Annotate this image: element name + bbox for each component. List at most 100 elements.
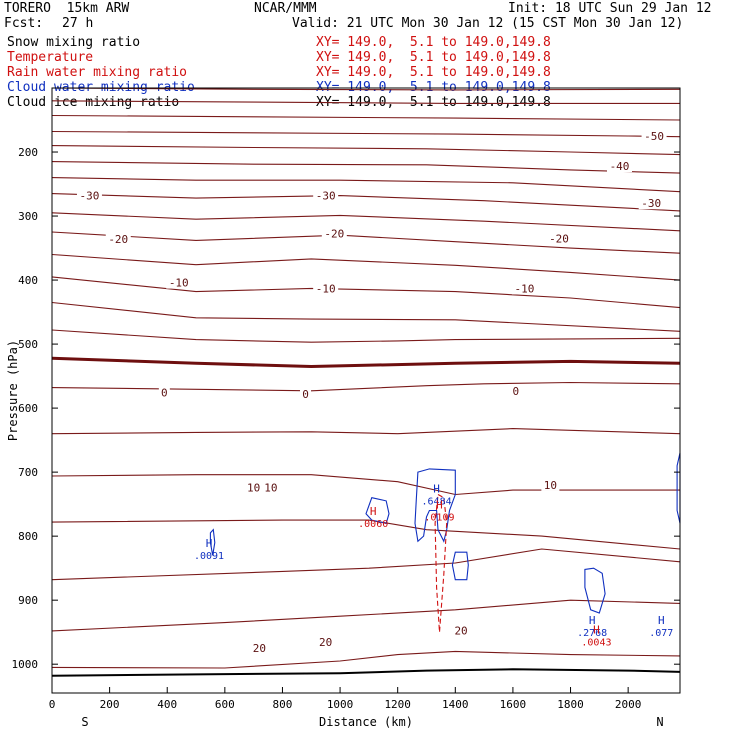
isotherm-label: -20 <box>549 232 569 245</box>
isotherm-line <box>51 474 680 496</box>
isotherm-line <box>51 650 681 669</box>
isotherm-line <box>51 161 681 174</box>
y-tick-label: 600 <box>18 402 38 415</box>
field-name-snow: Snow mixing ratio <box>7 35 141 50</box>
isotherm-line <box>51 301 681 332</box>
x-tick-label: 2000 <box>615 698 642 711</box>
x-tick-label: 400 <box>157 698 177 711</box>
x-tick-label: 1000 <box>327 698 354 711</box>
field-coords-rain: XY= 149.0, 5.1 to 149.0,149.8 <box>316 65 551 80</box>
field-coords-temperature: XY= 149.0, 5.1 to 149.0,149.8 <box>316 50 551 65</box>
max-value-label: .0091 <box>194 551 224 562</box>
y-tick-label: 200 <box>18 146 38 159</box>
field-coords-cloud-ice: XY= 149.0, 5.1 to 149.0,149.8 <box>316 95 551 110</box>
y-tick-label: 1000 <box>12 658 39 671</box>
header-valid: Valid: 21 UTC Mon 30 Jan 12 (15 CST Mon … <box>292 16 684 31</box>
isotherm-label-bg <box>511 282 537 295</box>
isotherm-line <box>51 100 680 104</box>
field-coords-snow: XY= 149.0, 5.1 to 149.0,149.8 <box>316 35 551 50</box>
isotherm-label-bg <box>261 481 280 494</box>
isotherm-label-bg <box>300 388 312 401</box>
isotherm-label-bg <box>321 227 347 240</box>
isotherm-line <box>51 329 681 343</box>
isotherm-label-bg <box>250 642 269 655</box>
isotherm-label: -40 <box>610 160 630 173</box>
isotherm-label: 0 <box>512 385 519 398</box>
isotherm-label: 0 <box>161 387 168 400</box>
isotherm-label-bg <box>638 197 664 210</box>
isotherm-label: -30 <box>316 190 336 203</box>
terrain-group <box>51 668 681 677</box>
max-marker-h: H <box>433 483 440 496</box>
x-tick-label: 1800 <box>557 698 584 711</box>
cloud-water-contour <box>584 567 606 614</box>
isotherm-line <box>51 253 681 281</box>
field-name-temperature: Temperature <box>7 50 94 65</box>
isotherm-label-bg <box>76 189 102 202</box>
isotherm-label: -30 <box>641 197 661 210</box>
isotherm-label: -10 <box>316 282 336 295</box>
y-tick-label: 400 <box>18 274 38 287</box>
header-init: Init: 18 UTC Sun 29 Jan 12 <box>508 1 712 16</box>
isotherm-label: -50 <box>644 130 664 143</box>
rain-water-contour <box>434 493 448 633</box>
axes-group: 0 200 400 600 800 1000 1200 1400 1600 1800 2000200… <box>6 146 680 729</box>
isotherm-label-bg <box>166 276 192 289</box>
max-value-label: .0043 <box>581 637 611 648</box>
isotherm-label: 20 <box>319 636 332 649</box>
header-center: NCAR/MMM <box>254 1 317 16</box>
isotherm-label-bg <box>316 635 335 648</box>
surface-line <box>51 668 681 677</box>
header-fcst-label: Fcst: <box>4 16 44 31</box>
isotherm-label: 0 <box>302 388 309 401</box>
isotherm-label-bg <box>607 160 633 173</box>
x-tick-label: 800 <box>273 698 293 711</box>
isotherm-line <box>51 145 681 156</box>
isotherm-label: -10 <box>169 277 189 290</box>
isotherm-group <box>51 87 681 669</box>
isotherm-label-bg <box>313 189 339 202</box>
isotherm-label: -20 <box>324 227 344 240</box>
x-tick-label: 200 <box>100 698 120 711</box>
isotherm-line <box>51 356 681 369</box>
isotherm-label: -10 <box>515 282 535 295</box>
isotherm-line <box>51 276 681 309</box>
cloud-water-group <box>209 452 681 614</box>
isotherm-label-bg <box>452 624 471 637</box>
y-tick-label: 800 <box>18 530 38 543</box>
isotherm-line <box>51 114 681 121</box>
isotherm-label-bg <box>105 233 131 246</box>
isotherm-line <box>51 130 681 138</box>
isotherm-line <box>51 231 681 254</box>
x-tick-label: 1200 <box>384 698 411 711</box>
x-tick-label: 0 <box>49 698 56 711</box>
isotherm-label: 20 <box>454 624 467 637</box>
isotherm-line <box>51 381 681 392</box>
contour-labels-group: -50 -40 -30 -30 -30 -20 -20 -20 -10 -10 -10 0 0 0 10 10… <box>76 130 673 655</box>
isotherm-line <box>51 519 681 550</box>
x-tick-label: 1400 <box>442 698 469 711</box>
isotherm-label-bg <box>244 481 263 494</box>
direction-label-south: S <box>81 715 88 729</box>
isotherm-line <box>51 599 681 632</box>
field-name-cloud-ice: Cloud ice mixing ratio <box>7 95 180 110</box>
cloud-water-contour <box>209 528 216 556</box>
field-name-rain: Rain water mixing ratio <box>7 65 188 80</box>
cloud-water-contour <box>451 551 469 581</box>
x-tick-label: 1600 <box>500 698 527 711</box>
y-tick-label: 500 <box>18 338 38 351</box>
max-marker-h: H <box>593 623 600 636</box>
isotherm-label: 10 <box>264 481 277 494</box>
max-marker-h: H <box>206 537 213 550</box>
max-marker-h: H <box>370 505 377 518</box>
max-value-label: .0060 <box>358 519 388 530</box>
isotherm-line <box>51 177 681 193</box>
isotherm-label: -30 <box>80 190 100 203</box>
isotherm-label: 10 <box>247 481 260 494</box>
direction-label-north: N <box>656 715 663 729</box>
isotherm-label: 10 <box>544 479 557 492</box>
max-value-label: .077 <box>649 628 673 639</box>
header-fcst-value: 27 h <box>62 16 94 31</box>
isotherm-line <box>51 87 681 91</box>
